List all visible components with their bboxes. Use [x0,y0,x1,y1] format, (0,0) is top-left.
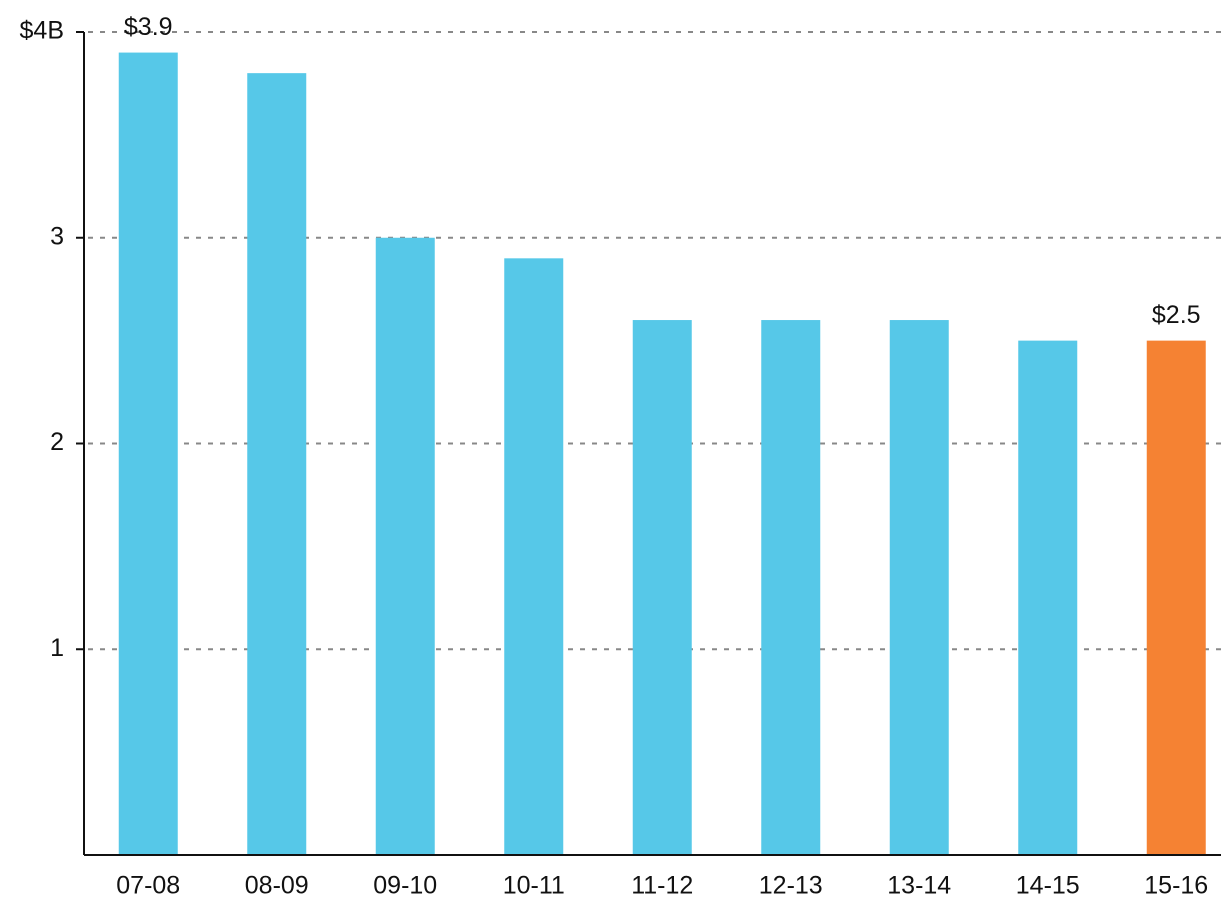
y-tick-label: 2 [50,428,64,456]
x-tick-label: 07-08 [116,872,180,900]
bar [1146,340,1206,855]
bar [632,320,692,855]
bar [247,73,307,855]
x-tick-label: 12-13 [759,872,823,900]
x-tick-label: 14-15 [1016,872,1080,900]
bar [118,52,178,855]
x-tick-label: 10-11 [503,872,565,900]
y-tick-label: $4B [20,17,64,45]
bar [1018,340,1078,855]
x-tick-label: 15-16 [1144,872,1208,900]
x-tick-label: 13-14 [887,872,951,900]
value-label: $2.5 [1152,301,1201,329]
y-tick-label: 3 [50,222,64,250]
x-tick-label: 11-12 [631,872,693,900]
bar [889,320,949,855]
x-tick-label: 09-10 [373,872,437,900]
x-tick-label: 08-09 [245,872,309,900]
bar [375,237,435,855]
value-label: $3.9 [124,13,173,41]
bar [761,320,821,855]
bar [504,258,564,855]
y-tick-label: 1 [50,634,64,662]
